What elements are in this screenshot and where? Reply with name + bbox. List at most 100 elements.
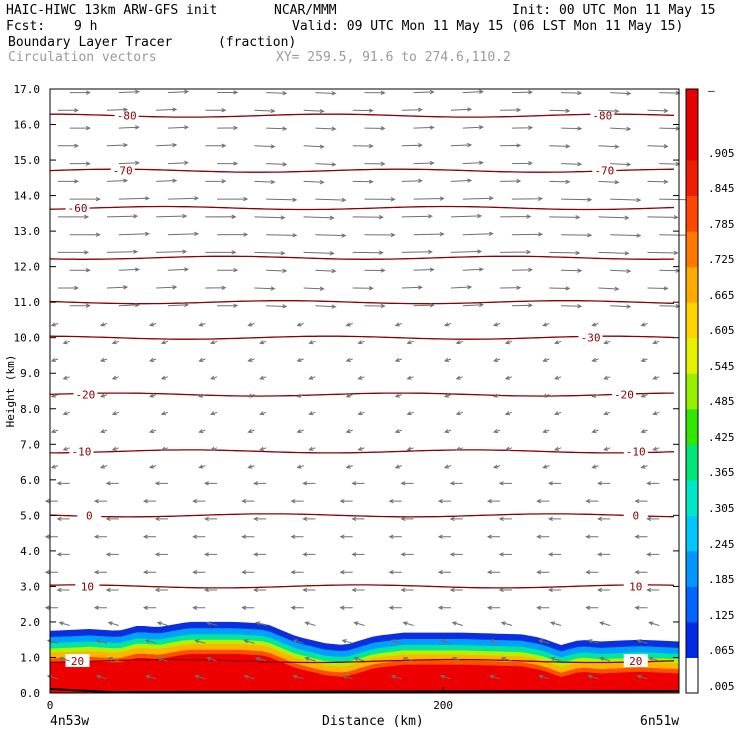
x-end-right-label: 6n51w	[640, 714, 680, 729]
vector-arrow	[339, 570, 353, 575]
vector-arrow	[198, 464, 206, 469]
vector-arrow	[111, 375, 119, 380]
vector-arrow	[254, 144, 276, 149]
vector-arrow	[357, 375, 365, 380]
vector-arrow	[634, 498, 648, 504]
vector-arrow	[597, 587, 611, 593]
vector-arrow	[302, 481, 316, 486]
vector-arrow	[118, 267, 140, 272]
vector-arrow	[603, 340, 611, 345]
vector-arrow	[99, 322, 108, 327]
colorbar-swatch	[686, 408, 698, 445]
vector-arrow	[315, 268, 337, 274]
contour-label-bg	[69, 444, 94, 458]
vector-arrow	[511, 125, 534, 130]
forecast-value: 9 h	[74, 19, 98, 34]
vector-arrow	[413, 231, 445, 237]
vector-arrow	[253, 587, 267, 593]
y-tick-label: 16.0	[14, 119, 41, 132]
vector-arrow	[205, 250, 237, 255]
vector-arrow	[450, 107, 473, 112]
vector-arrow	[500, 214, 532, 219]
vector-arrow	[315, 91, 337, 96]
temperature-contour	[49, 392, 674, 397]
vector-arrow	[511, 161, 534, 166]
vector-arrow	[198, 428, 206, 434]
vector-arrow	[302, 587, 316, 593]
vector-arrow	[149, 357, 157, 362]
vector-arrow	[50, 357, 59, 362]
vector-arrow	[504, 411, 513, 416]
vector-arrow	[598, 108, 620, 114]
temperature-contour	[49, 255, 675, 260]
vector-arrow	[364, 197, 396, 202]
vector-arrow	[259, 340, 267, 345]
vector-arrow	[493, 428, 501, 434]
vector-arrow	[449, 481, 463, 486]
vector-arrow	[118, 89, 140, 95]
colorbar-level-label: .065	[708, 644, 735, 658]
vector-arrow	[443, 322, 452, 327]
vector-arrow	[640, 464, 648, 469]
vector-arrow	[498, 587, 512, 593]
vector-arrow	[62, 340, 70, 345]
vector-arrow	[290, 605, 304, 610]
vector-arrow	[486, 570, 501, 575]
vector-arrow	[437, 605, 451, 610]
vector-arrow	[154, 516, 168, 522]
colorbar-swatch	[686, 479, 698, 516]
vector-arrow	[303, 108, 325, 114]
vector-arrow	[205, 285, 227, 291]
vector-arrow	[437, 498, 451, 504]
contour-label: -20	[75, 389, 95, 402]
vector-arrow	[69, 232, 101, 237]
contour-label-bg	[623, 444, 648, 458]
colorbar-swatch	[686, 302, 698, 339]
vector-arrow	[99, 393, 108, 398]
vector-arrow	[388, 605, 402, 610]
vector-arrow	[364, 90, 386, 95]
contour-label-bg	[114, 108, 139, 122]
vector-arrow	[142, 498, 157, 504]
colorbar-level-label: .185	[708, 573, 735, 587]
vector-arrow	[351, 552, 365, 557]
vector-arrow	[56, 587, 70, 593]
vector-arrow	[585, 534, 599, 539]
vector-arrow	[156, 285, 178, 290]
vector-arrow	[610, 162, 632, 167]
y-tick-label: 4.0	[20, 545, 40, 558]
vector-arrow	[69, 125, 91, 131]
vector-arrow	[254, 250, 286, 256]
vector-arrow	[156, 249, 188, 254]
vector-arrow	[198, 393, 206, 398]
vector-arrow	[351, 587, 365, 593]
vector-arrow	[603, 446, 611, 451]
contour-label-bg	[110, 163, 135, 177]
colorbar-level-label: .605	[708, 324, 735, 338]
vector-arrow	[243, 639, 255, 644]
vector-arrow	[549, 144, 571, 149]
vector-arrow	[640, 393, 648, 398]
vector-arrow	[142, 534, 157, 539]
vector-arrow	[50, 428, 59, 434]
y-tick-label: 12.0	[14, 261, 41, 274]
vector-arrow	[489, 639, 501, 644]
vector-arrow	[352, 286, 374, 291]
vector-arrow	[511, 267, 534, 273]
vector-arrow	[95, 639, 108, 644]
vector-arrow	[647, 215, 679, 220]
vector-arrow	[554, 340, 562, 345]
vector-arrow	[388, 570, 402, 575]
vector-arrow	[303, 144, 325, 149]
colorbar-level-label: .125	[708, 608, 735, 622]
y-axis-title: Height (km)	[4, 355, 17, 428]
vector-arrow	[443, 393, 452, 398]
temperature-contour	[50, 113, 675, 118]
vector-arrow	[217, 196, 249, 202]
vector-arrow	[266, 268, 288, 274]
vector-arrow	[401, 214, 433, 219]
colorbar-swatch	[686, 621, 698, 658]
vector-arrow	[597, 552, 611, 557]
vector-arrow	[652, 411, 660, 416]
